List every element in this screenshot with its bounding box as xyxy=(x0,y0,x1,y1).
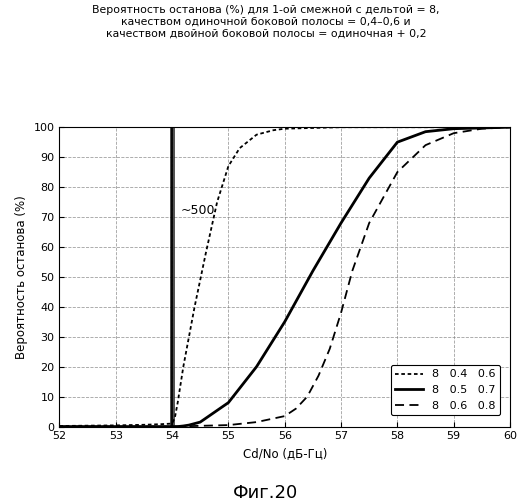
X-axis label: Cd/No (дБ-Гц): Cd/No (дБ-Гц) xyxy=(243,447,327,460)
Text: Фиг.20: Фиг.20 xyxy=(234,484,298,500)
Y-axis label: Вероятность останова (%): Вероятность останова (%) xyxy=(15,195,28,359)
Legend: 8   0.4   0.6, 8   0.5   0.7, 8   0.6   0.8: 8 0.4 0.6, 8 0.5 0.7, 8 0.6 0.8 xyxy=(391,365,500,415)
Text: Вероятность останова (%) для 1-ой смежной с дельтой = 8,
качеством одиночной бок: Вероятность останова (%) для 1-ой смежно… xyxy=(92,5,440,38)
Text: ~500: ~500 xyxy=(180,204,215,217)
